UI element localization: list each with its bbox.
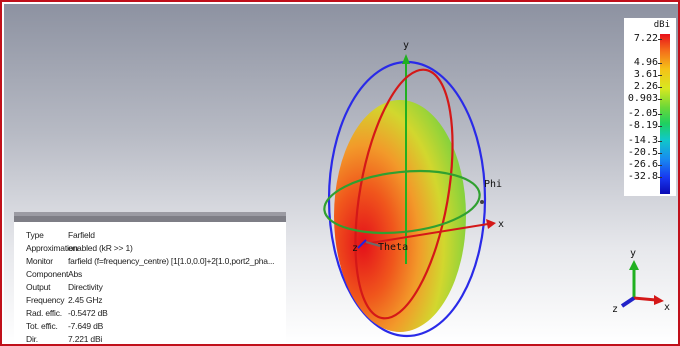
triad-y-label: y xyxy=(630,248,636,259)
info-value: enabled (kR >> 1) xyxy=(68,243,133,253)
color-scale-bar xyxy=(660,34,670,194)
color-scale-legend: dBi 7.22 4.96 3.61 2.26 0.903 -2.05 -8.1… xyxy=(624,18,676,196)
info-value: 2.45 GHz xyxy=(68,295,103,305)
info-row-monitor: Monitor farfield (f=frequency_centre) [1[… xyxy=(26,256,275,269)
triad-x-line xyxy=(633,296,657,302)
theta-label: Theta xyxy=(378,242,408,253)
radiation-pattern-body xyxy=(334,100,466,332)
x-axis-arrow xyxy=(486,219,496,229)
info-key: Approximation xyxy=(26,243,78,253)
info-value: Directivity xyxy=(68,282,103,292)
info-key: Dir. xyxy=(26,334,38,344)
legend-tick: -2.05 xyxy=(624,109,662,119)
legend-tick: 2.26 xyxy=(624,82,662,92)
info-row-directivity: Dir. 7.221 dBi xyxy=(26,334,102,344)
legend-tick: 3.61 xyxy=(624,70,662,80)
info-row-frequency: Frequency 2.45 GHz xyxy=(26,295,103,308)
y-axis-arrow xyxy=(402,54,410,64)
info-key: Component xyxy=(26,269,69,279)
info-value: Farfield xyxy=(68,230,95,240)
triad-z-label: z xyxy=(612,304,618,315)
legend-tick: -20.5 xyxy=(624,148,662,158)
info-row-approximation: Approximationenabled (kR >> 1) xyxy=(26,243,133,256)
orientation-axis-triad[interactable]: y x z xyxy=(608,238,674,318)
legend-tick: -14.3 xyxy=(624,136,662,146)
z-axis-label: z xyxy=(352,243,358,254)
theta-circle xyxy=(354,68,454,320)
info-key: Frequency xyxy=(26,295,65,305)
info-value: -0.5472 dB xyxy=(68,308,108,318)
info-row-component: ComponentAbs xyxy=(26,269,82,282)
info-row-rad-efficiency: Rad. effic. -0.5472 dB xyxy=(26,308,108,321)
legend-tick: 7.22 xyxy=(624,34,662,44)
info-key: Rad. effic. xyxy=(26,308,62,318)
x-axis-label: x xyxy=(498,219,504,230)
info-row-output: Output Directivity xyxy=(26,282,103,295)
triad-y-arrow xyxy=(629,260,639,270)
y-axis-label: y xyxy=(403,40,409,51)
info-value: 7.221 dBi xyxy=(68,334,103,344)
info-value: Abs xyxy=(68,269,83,279)
phi-marker xyxy=(480,200,484,204)
x-axis-line xyxy=(363,223,489,245)
info-key: Monitor xyxy=(26,256,53,266)
legend-tick: -26.6 xyxy=(624,160,662,170)
info-value: -7.649 dB xyxy=(68,321,104,331)
phi-circle xyxy=(323,169,481,235)
farfield-info-panel: Type Farfield Approximationenabled (kR >>… xyxy=(14,212,286,344)
triad-z-line xyxy=(620,296,636,308)
legend-tick: -8.19 xyxy=(624,121,662,131)
legend-tick: 0.903 xyxy=(624,94,662,104)
z-axis-line xyxy=(357,239,367,249)
triad-x-label: x xyxy=(664,302,670,313)
info-row-tot-efficiency: Tot. effic. -7.649 dB xyxy=(26,321,103,334)
legend-tick: 4.96 xyxy=(624,58,662,68)
farfield-3d-scene[interactable]: y x z Theta Phi xyxy=(4,4,678,344)
info-key: Tot. effic. xyxy=(26,321,58,331)
3d-plot-viewport[interactable]: y x z Theta Phi dBi 7.22 4.96 3. xyxy=(4,4,678,344)
info-key: Type xyxy=(26,230,44,240)
info-value: farfield (f=frequency_centre) [1[1.0,0.0… xyxy=(68,256,275,266)
triad-x-arrow xyxy=(654,295,664,305)
legend-unit-label: dBi xyxy=(653,20,670,30)
phi-label: Phi xyxy=(484,179,502,190)
info-row-type: Type Farfield xyxy=(26,230,95,243)
info-key: Output xyxy=(26,282,51,292)
theta-marker-line xyxy=(365,241,381,247)
legend-tick: -32.8 xyxy=(624,172,662,182)
